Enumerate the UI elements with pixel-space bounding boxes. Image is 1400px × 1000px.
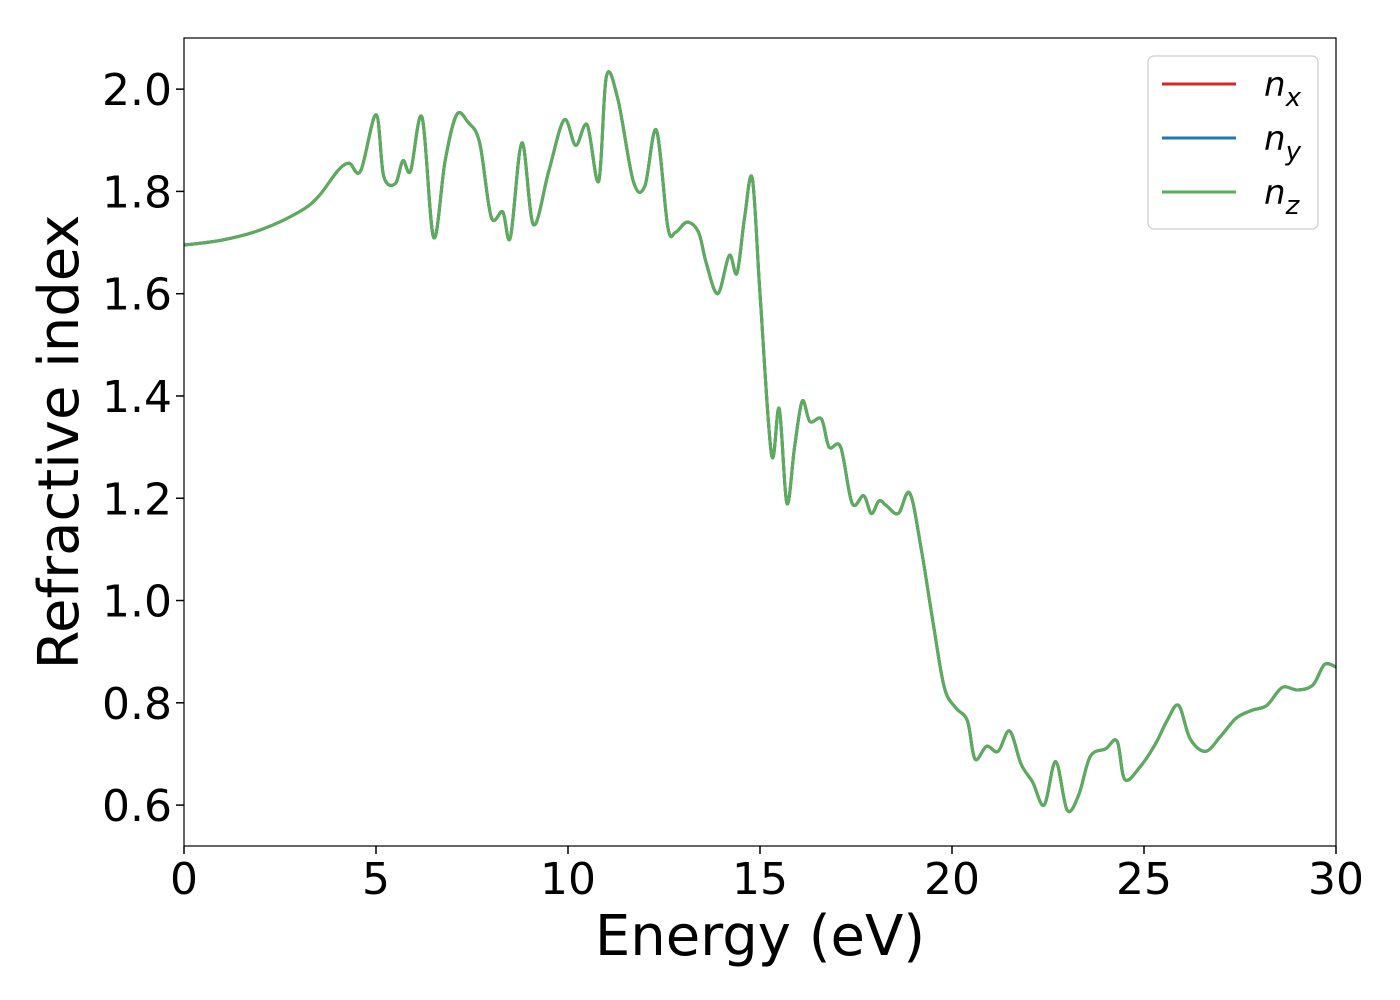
- x-tick-label: 25: [1116, 854, 1172, 905]
- x-tick-label: 30: [1308, 854, 1364, 905]
- y-tick-label: 1.6: [102, 270, 172, 321]
- y-tick-label: 2.0: [102, 65, 172, 116]
- legend-box: [1147, 55, 1319, 230]
- x-axis-label: Energy (eV): [595, 904, 925, 969]
- y-tick-label: 1.8: [102, 167, 172, 218]
- x-tick-label: 15: [732, 854, 788, 905]
- y-axis-label: Refractive index: [27, 215, 92, 670]
- legend: nx ny nz: [1147, 55, 1319, 230]
- y-tick-label: 1.4: [102, 372, 172, 423]
- x-tick-label: 0: [170, 854, 198, 905]
- legend-label-x: nx: [1264, 65, 1302, 113]
- series-line-z: [184, 70, 1336, 813]
- ticks-layer: 0 5 10 15 20 25 30 0.6 0.8 1.0 1.2 1.4 1.6 1.8 2.0: [102, 65, 1364, 905]
- y-tick-label: 1.2: [102, 474, 172, 525]
- y-tick-label: 0.6: [102, 781, 172, 832]
- legend-label-y: ny: [1264, 119, 1302, 167]
- legend-label-z: nz: [1264, 173, 1301, 221]
- series-layer: [184, 70, 1336, 813]
- y-tick-label: 0.8: [102, 679, 172, 730]
- x-tick-label: 20: [924, 854, 980, 905]
- x-tick-label: 5: [362, 854, 390, 905]
- x-tick-label: 10: [540, 854, 596, 905]
- y-tick-label: 1.0: [102, 577, 172, 628]
